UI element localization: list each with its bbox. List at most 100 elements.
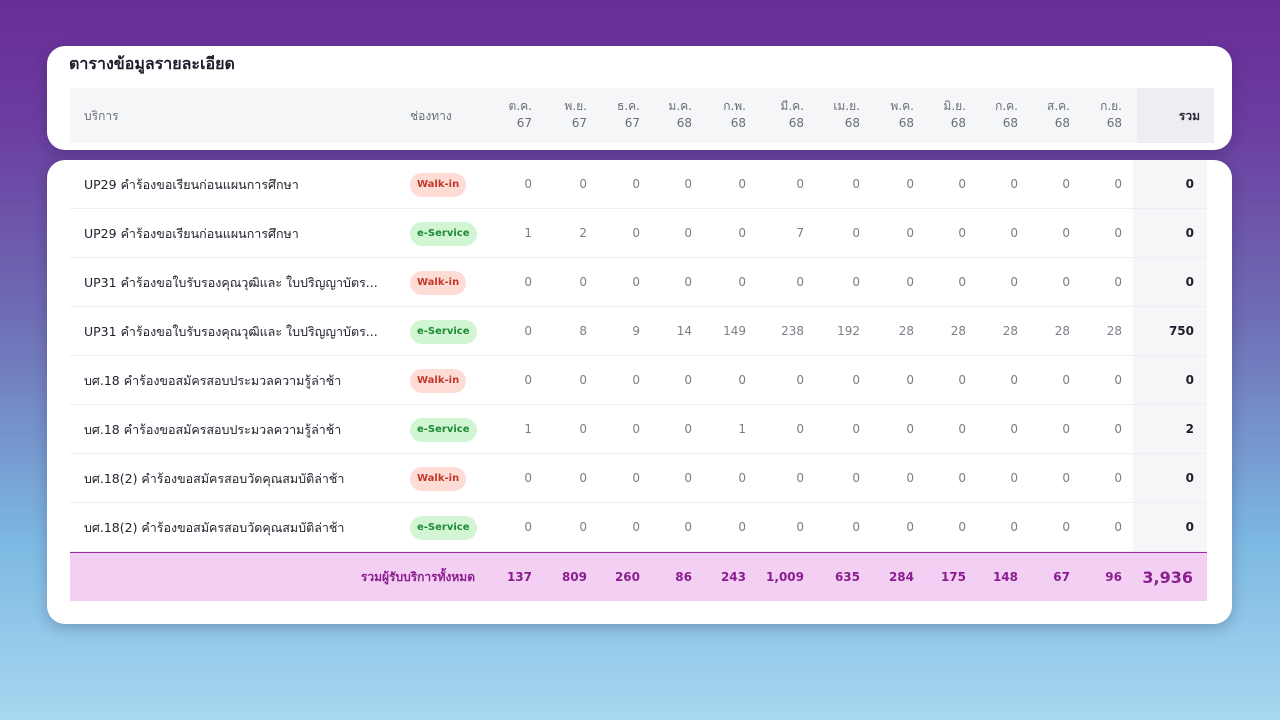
summary-month-value: 137 bbox=[506, 570, 532, 584]
walk-in-badge: Walk-in bbox=[410, 368, 467, 393]
walk-in-badge: Walk-in bbox=[410, 466, 467, 491]
month-value: 0 bbox=[738, 471, 746, 485]
month-value: 0 bbox=[852, 422, 860, 436]
column-header-month[interactable]: ก.พ. 68 bbox=[723, 99, 746, 130]
month-value: 0 bbox=[579, 520, 587, 534]
month-value: 28 bbox=[1002, 324, 1018, 338]
month-value: 0 bbox=[1010, 422, 1018, 436]
column-header-month[interactable]: พ.ค. 68 bbox=[890, 99, 914, 130]
month-value: 7 bbox=[796, 226, 804, 240]
month-value: 0 bbox=[1062, 471, 1070, 485]
channel-cell: Walk-in bbox=[410, 454, 467, 503]
month-value: 0 bbox=[1062, 275, 1070, 289]
month-value: 0 bbox=[632, 226, 640, 240]
month-value: 0 bbox=[632, 471, 640, 485]
month-value: 0 bbox=[579, 275, 587, 289]
month-value: 0 bbox=[852, 471, 860, 485]
month-value: 0 bbox=[632, 275, 640, 289]
month-value: 0 bbox=[958, 520, 966, 534]
column-header-month[interactable]: ม.ค. 68 bbox=[668, 99, 692, 130]
channel-cell: e-Service bbox=[410, 209, 477, 258]
table-header-row: บริการ ช่องทาง ต.ค. 67 พ.ย. 67 ธ.ค. 67 ม.ค.… bbox=[70, 88, 1214, 143]
summary-month-value: 96 bbox=[1105, 570, 1122, 584]
table-row[interactable]: UP31 คำร้องขอใบรับรองคุณวุฒิและ ใบปริญญา… bbox=[70, 258, 1207, 307]
table-row[interactable]: UP29 คำร้องขอเรียนก่อนแผนการศึกษา e-Servi… bbox=[70, 209, 1207, 258]
month-value: 0 bbox=[796, 471, 804, 485]
summary-month-value: 86 bbox=[675, 570, 692, 584]
month-value: 0 bbox=[1010, 275, 1018, 289]
column-header-channel[interactable]: ช่องทาง bbox=[410, 109, 452, 123]
row-total: 0 bbox=[1185, 275, 1194, 289]
column-header-month[interactable]: ก.ย. 68 bbox=[1100, 99, 1122, 130]
month-value: 0 bbox=[1010, 226, 1018, 240]
row-total: 0 bbox=[1185, 471, 1194, 485]
table-row[interactable]: บศ.18(2) คำร้องขอสมัครสอบวัดคุณสมบัติล่า… bbox=[70, 503, 1207, 552]
month-value: 238 bbox=[781, 324, 804, 338]
month-value: 0 bbox=[579, 177, 587, 191]
month-value: 0 bbox=[684, 422, 692, 436]
service-name: UP29 คำร้องขอเรียนก่อนแผนการศึกษา bbox=[84, 177, 299, 192]
table-row[interactable]: UP29 คำร้องขอเรียนก่อนแผนการศึกษา Walk-in… bbox=[70, 160, 1207, 209]
month-value: 0 bbox=[684, 373, 692, 387]
month-value: 28 bbox=[1106, 324, 1122, 338]
table-row[interactable]: บศ.18 คำร้องขอสมัครสอบประมวลความรู้ล่าช้… bbox=[70, 405, 1207, 454]
service-name: บศ.18 คำร้องขอสมัครสอบประมวลความรู้ล่าช้… bbox=[84, 373, 342, 388]
row-total: 750 bbox=[1168, 324, 1194, 338]
column-header-month[interactable]: ธ.ค. 67 bbox=[617, 99, 640, 130]
month-value: 149 bbox=[723, 324, 746, 338]
table-row[interactable]: บศ.18 คำร้องขอสมัครสอบประมวลความรู้ล่าช้… bbox=[70, 356, 1207, 405]
month-value: 0 bbox=[684, 471, 692, 485]
month-value: 0 bbox=[579, 373, 587, 387]
month-value: 0 bbox=[1114, 226, 1122, 240]
month-value: 0 bbox=[684, 275, 692, 289]
month-value: 0 bbox=[1114, 520, 1122, 534]
walk-in-badge: Walk-in bbox=[410, 270, 467, 295]
month-value: 28 bbox=[950, 324, 966, 338]
month-value: 0 bbox=[958, 177, 966, 191]
e-service-badge: e-Service bbox=[410, 515, 477, 540]
month-value: 0 bbox=[1062, 422, 1070, 436]
month-value: 0 bbox=[524, 324, 532, 338]
month-value: 0 bbox=[524, 373, 532, 387]
month-value: 0 bbox=[684, 177, 692, 191]
month-value: 0 bbox=[852, 373, 860, 387]
service-name: บศ.18 คำร้องขอสมัครสอบประมวลความรู้ล่าช้… bbox=[84, 422, 342, 437]
column-header-month[interactable]: พ.ย. 67 bbox=[564, 99, 587, 130]
month-value: 0 bbox=[1010, 520, 1018, 534]
month-value: 0 bbox=[1062, 177, 1070, 191]
month-value: 0 bbox=[738, 177, 746, 191]
month-value: 0 bbox=[852, 177, 860, 191]
month-value: 0 bbox=[796, 177, 804, 191]
column-header-month[interactable]: ส.ค. 68 bbox=[1047, 99, 1070, 130]
month-value: 0 bbox=[738, 373, 746, 387]
column-header-month[interactable]: มิ.ย. 68 bbox=[943, 99, 966, 130]
month-value: 0 bbox=[524, 177, 532, 191]
grand-total: 3,936 bbox=[1142, 568, 1193, 587]
walk-in-badge: Walk-in bbox=[410, 172, 467, 197]
month-value: 14 bbox=[676, 324, 692, 338]
summary-month-value: 284 bbox=[888, 570, 914, 584]
summary-month-value: 1,009 bbox=[766, 570, 804, 584]
column-header-service[interactable]: บริการ bbox=[84, 109, 119, 123]
month-value: 0 bbox=[796, 373, 804, 387]
month-value: 0 bbox=[958, 471, 966, 485]
column-header-total[interactable]: รวม bbox=[1137, 88, 1214, 143]
column-header-month[interactable]: ก.ค. 68 bbox=[995, 99, 1018, 130]
column-header-month[interactable]: เม.ย. 68 bbox=[833, 99, 860, 130]
table-row[interactable]: บศ.18(2) คำร้องขอสมัครสอบวัดคุณสมบัติล่า… bbox=[70, 454, 1207, 503]
month-value: 0 bbox=[579, 471, 587, 485]
month-value: 1 bbox=[524, 422, 532, 436]
column-header-month[interactable]: มี.ค. 68 bbox=[780, 99, 804, 130]
month-value: 0 bbox=[906, 373, 914, 387]
month-value: 0 bbox=[1010, 177, 1018, 191]
month-value: 0 bbox=[852, 275, 860, 289]
month-value: 0 bbox=[852, 520, 860, 534]
month-value: 0 bbox=[796, 422, 804, 436]
table-row[interactable]: UP31 คำร้องขอใบรับรองคุณวุฒิและ ใบปริญญา… bbox=[70, 307, 1207, 356]
month-value: 0 bbox=[796, 520, 804, 534]
month-value: 0 bbox=[1062, 226, 1070, 240]
month-value: 0 bbox=[632, 373, 640, 387]
service-name: UP29 คำร้องขอเรียนก่อนแผนการศึกษา bbox=[84, 226, 299, 241]
month-value: 0 bbox=[906, 275, 914, 289]
column-header-month[interactable]: ต.ค. 67 bbox=[508, 99, 532, 130]
